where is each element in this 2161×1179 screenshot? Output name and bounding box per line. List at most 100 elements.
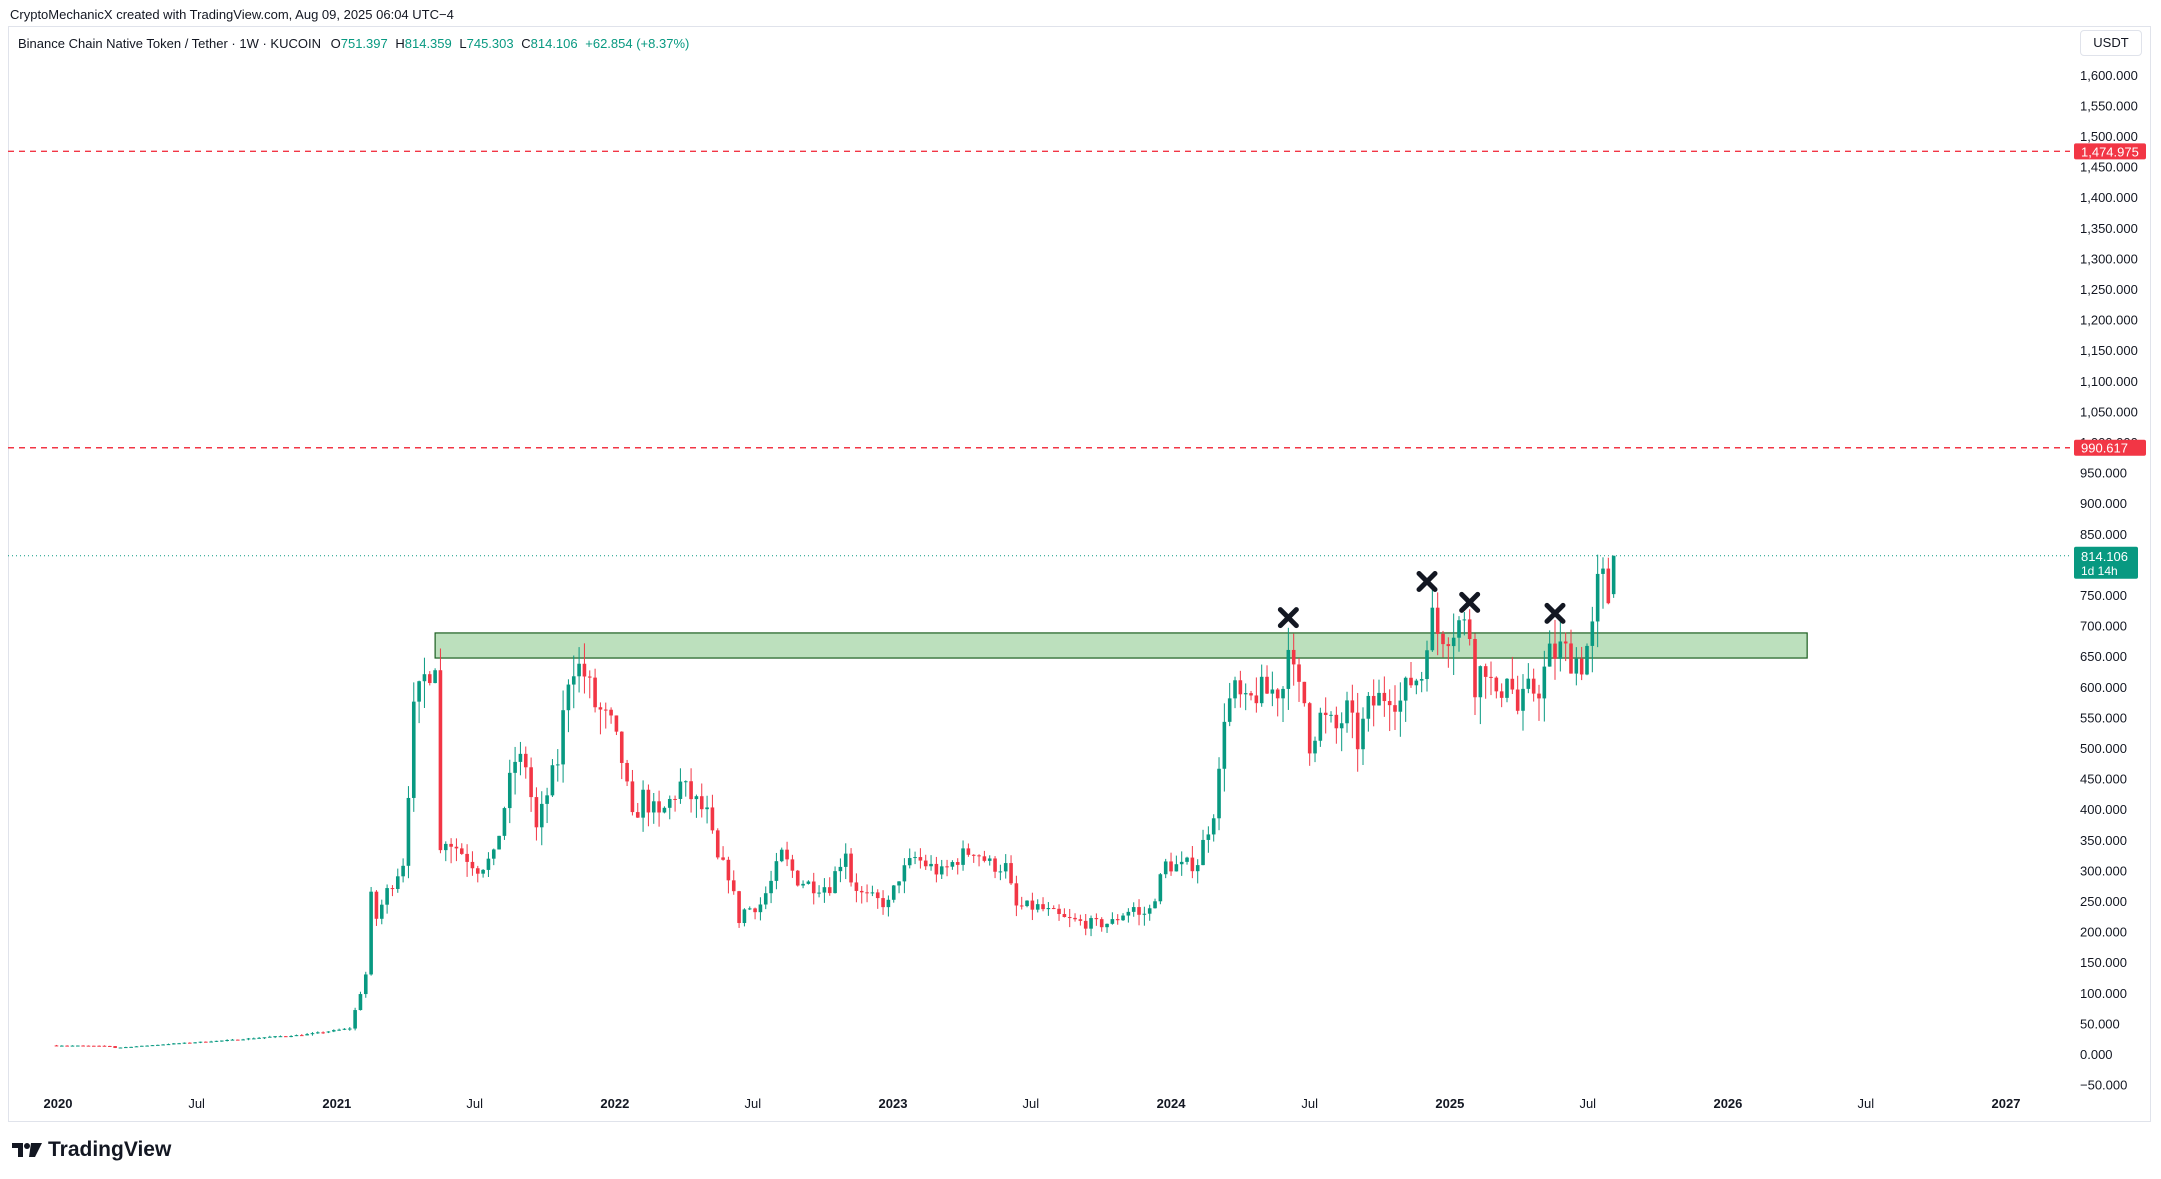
candle-body: [1227, 698, 1232, 722]
candle-body: [1350, 700, 1355, 713]
candle-body: [321, 1032, 325, 1034]
candle-body: [1265, 676, 1269, 694]
candle-body: [1259, 676, 1264, 704]
candle-body: [939, 866, 944, 875]
candle-body: [385, 888, 389, 905]
candle-body: [945, 866, 949, 868]
candle-body: [1611, 555, 1616, 595]
candle-body: [705, 807, 709, 810]
candle-body: [1398, 700, 1403, 712]
candle-body: [1585, 645, 1589, 675]
candle-body: [1110, 919, 1115, 924]
candle-body: [353, 1010, 357, 1029]
y-tick-label: 400.000: [2080, 802, 2127, 817]
candle-body: [1553, 643, 1557, 659]
candle-body: [731, 880, 736, 892]
x-tick-label: 2026: [1713, 1096, 1742, 1111]
y-tick-label: 700.000: [2080, 619, 2127, 634]
candle-body: [171, 1043, 176, 1045]
x-marker-stroke: [1277, 607, 1299, 629]
candle-body: [433, 670, 437, 684]
candle-body: [1206, 834, 1211, 840]
candle-body: [1334, 714, 1339, 729]
y-tick-label: 950.000: [2080, 466, 2127, 481]
candle-body: [1601, 568, 1605, 574]
y-tick-label: 1,300.000: [2080, 251, 2138, 266]
x-tick-label: 2022: [600, 1096, 629, 1111]
candle-body: [1163, 861, 1168, 875]
y-tick-label: 1,150.000: [2080, 343, 2138, 358]
candle-body: [571, 676, 576, 685]
candle-body: [934, 863, 939, 875]
candle-body: [145, 1045, 149, 1047]
candle-body: [86, 1045, 91, 1047]
candle-body: [1094, 918, 1099, 920]
candle-body: [1051, 908, 1056, 910]
candle-body: [897, 881, 901, 886]
candle-body: [76, 1045, 80, 1047]
candle-body: [1003, 863, 1008, 872]
tradingview-logo[interactable]: TradingView: [12, 1138, 171, 1162]
candle-body: [1009, 863, 1013, 884]
candle-body: [1158, 874, 1163, 902]
candle-body: [1153, 901, 1157, 909]
candle-body: [1318, 712, 1323, 741]
level-price-tag: [2074, 439, 2146, 456]
y-tick-label: 150.000: [2080, 955, 2127, 970]
candle-body: [1190, 857, 1195, 872]
candle-body: [118, 1047, 123, 1049]
currency-unit-button[interactable]: USDT: [2080, 30, 2142, 56]
x-tick-label: 2021: [322, 1096, 351, 1111]
candle-body: [902, 865, 907, 882]
candle-body: [843, 853, 848, 867]
x-tick-label: 2020: [44, 1096, 73, 1111]
candle-body: [326, 1031, 331, 1033]
candle-body: [614, 715, 619, 732]
candle-body: [1083, 920, 1088, 929]
candle-body: [859, 890, 864, 893]
candle-body: [918, 857, 923, 861]
candle-body: [449, 843, 453, 847]
candle-body: [1595, 573, 1600, 622]
candle-body: [561, 710, 565, 765]
y-tick-label: 450.000: [2080, 772, 2127, 787]
candle-body: [1574, 658, 1579, 674]
candle-body: [443, 843, 448, 851]
candle-body: [630, 781, 635, 813]
candle-body: [1030, 900, 1035, 910]
chart-pane[interactable]: [8, 26, 2151, 1122]
candle-body: [875, 892, 880, 899]
last-price-countdown: 1d 14h: [2081, 564, 2118, 578]
candle-body: [273, 1036, 277, 1038]
low-label: L: [459, 36, 467, 51]
candle-body: [267, 1036, 272, 1038]
y-tick-label: 1,550.000: [2080, 98, 2138, 113]
candle-body: [747, 908, 752, 910]
candle-body: [262, 1037, 267, 1039]
candle-body: [523, 753, 528, 768]
candle-body: [283, 1036, 288, 1038]
candle-body: [315, 1032, 320, 1034]
candle-body: [1569, 643, 1573, 674]
last-price-tag-value: 814.106: [2081, 549, 2128, 564]
x-marker-stroke: [1544, 602, 1566, 624]
y-tick-label: 1,450.000: [2080, 160, 2138, 175]
candle-body: [1478, 666, 1483, 698]
level-price-tag: [2074, 143, 2146, 160]
candle-body: [1526, 678, 1531, 689]
candle-body: [241, 1039, 245, 1041]
candle-body: [1243, 693, 1248, 695]
candle-body: [646, 789, 651, 813]
candle-body: [278, 1036, 283, 1038]
candle-body: [193, 1042, 197, 1044]
candle-body: [337, 1029, 341, 1031]
candle-body: [1483, 666, 1488, 677]
x-tick-label: Jul: [1301, 1096, 1318, 1111]
candle-body: [870, 892, 875, 894]
candle-body: [753, 908, 757, 913]
candle-body: [1281, 688, 1285, 699]
y-tick-label: 500.000: [2080, 741, 2127, 756]
candle-body: [577, 663, 581, 677]
candle-body: [310, 1033, 315, 1035]
